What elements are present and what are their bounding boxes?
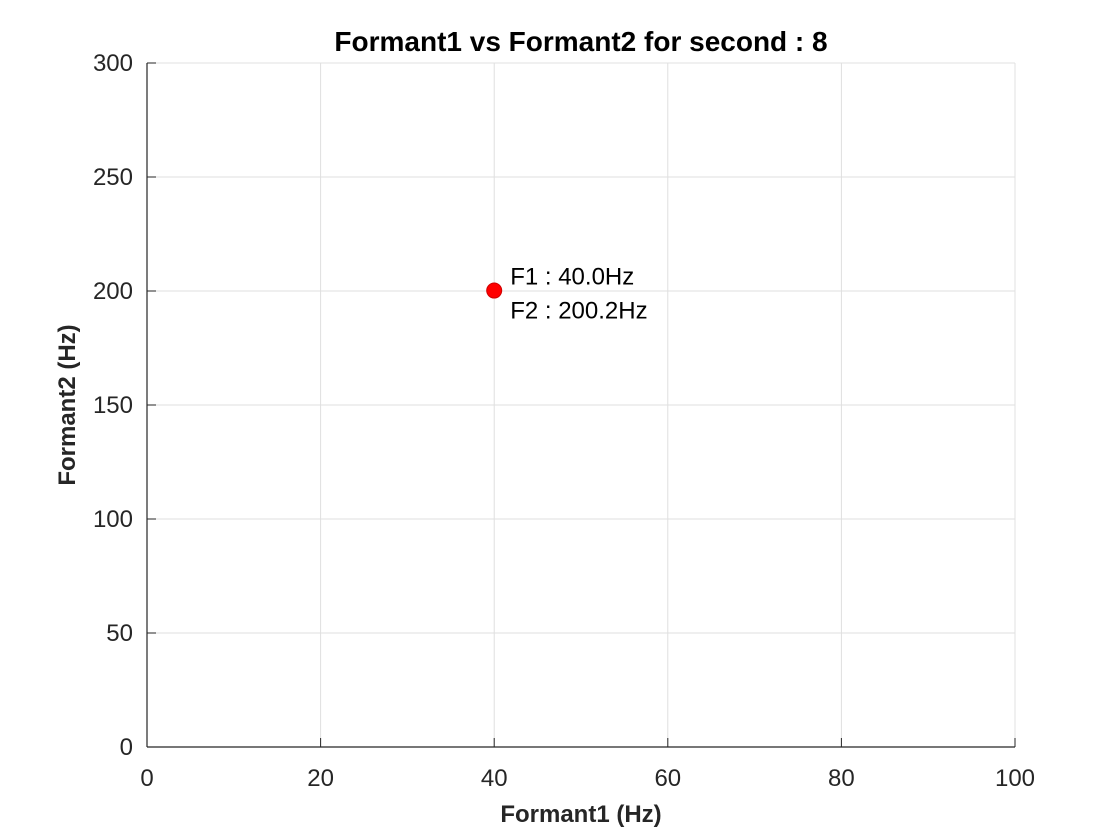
y-tick-label: 250 [93,164,133,191]
y-tick-label: 150 [93,392,133,419]
ticks: 0 20 40 60 80 100 0 50 100 150 200 250 300 [93,50,1035,792]
scatter-point [486,282,503,299]
y-tick-label: 0 [120,734,133,761]
y-tick-label: 200 [93,278,133,305]
x-axis-title: Formant1 (Hz) [500,801,661,828]
data-points: F1 : 40.0Hz F2 : 200.2Hz [486,264,648,325]
y-tick-label: 100 [93,506,133,533]
grid [147,63,1015,747]
chart-title: Formant1 vs Formant2 for second : 8 [334,26,827,57]
x-tick-label: 60 [654,765,681,792]
point-annotation: F2 : 200.2Hz [510,298,647,325]
y-tick-label: 300 [93,50,133,77]
x-tick-label: 80 [828,765,855,792]
point-annotation: F1 : 40.0Hz [510,264,634,291]
y-tick-label: 50 [106,620,133,647]
y-axis-title: Formant2 (Hz) [54,324,81,485]
x-tick-label: 100 [995,765,1035,792]
x-tick-label: 20 [307,765,334,792]
x-tick-label: 0 [140,765,153,792]
x-tick-label: 40 [481,765,508,792]
